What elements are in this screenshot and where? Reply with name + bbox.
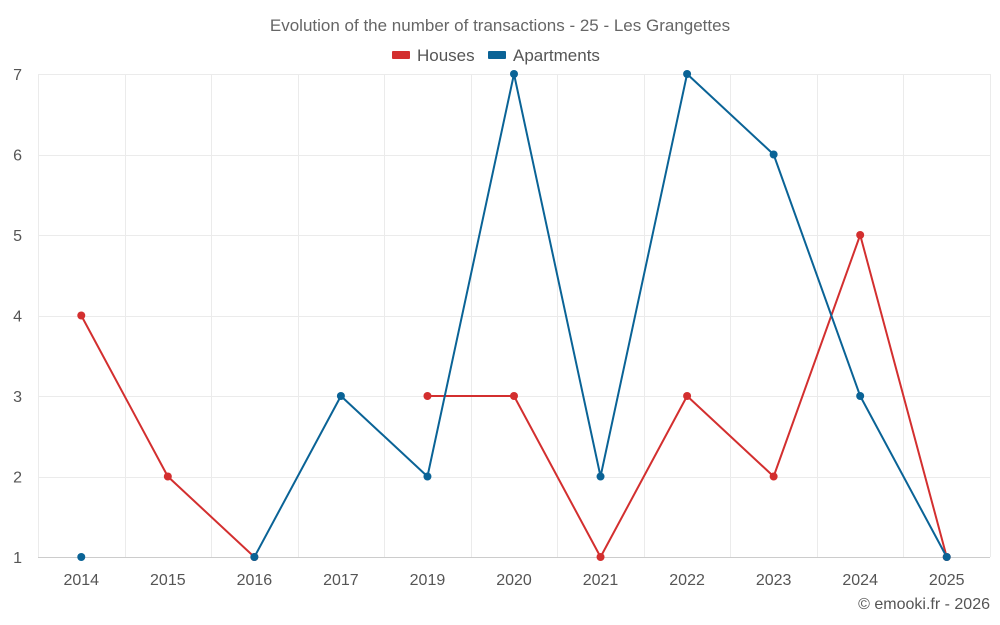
x-tick-label: 2019 [410, 572, 446, 589]
y-tick-label: 7 [13, 67, 22, 84]
x-tick-label: 2020 [496, 572, 532, 589]
data-point-apartments[interactable] [856, 392, 865, 400]
data-point-apartments[interactable] [596, 472, 605, 481]
series-points [77, 70, 951, 561]
y-tick-label: 1 [13, 550, 22, 567]
legend-swatch-houses[interactable] [392, 51, 410, 59]
data-point-apartments[interactable] [769, 150, 778, 159]
y-tick-label: 3 [13, 389, 22, 406]
legend-label-houses[interactable]: Houses [417, 46, 475, 65]
x-tick-label: 2014 [63, 572, 99, 589]
data-point-houses[interactable] [769, 472, 778, 481]
data-point-apartments[interactable] [683, 70, 692, 78]
x-tick-label: 2022 [669, 572, 705, 589]
x-tick-label: 2025 [929, 572, 965, 589]
data-point-houses[interactable] [423, 392, 432, 400]
legend-swatch-apartments[interactable] [488, 51, 506, 59]
data-point-apartments[interactable] [942, 553, 951, 561]
data-point-houses[interactable] [163, 472, 172, 481]
x-tick-label: 2016 [237, 572, 273, 589]
credit-text: © emooki.fr - 2026 [858, 596, 990, 613]
data-point-apartments[interactable] [250, 553, 259, 561]
data-point-apartments[interactable] [336, 392, 345, 400]
y-tick-label: 6 [13, 148, 22, 165]
grid [38, 74, 991, 557]
data-point-houses[interactable] [77, 311, 86, 320]
x-tick-label: 2015 [150, 572, 186, 589]
chart-title: Evolution of the number of transactions … [270, 16, 730, 35]
data-point-houses[interactable] [510, 392, 518, 400]
data-point-houses[interactable] [856, 231, 865, 239]
y-tick-label: 2 [13, 470, 22, 487]
data-point-apartments[interactable] [77, 553, 86, 561]
y-axis-ticks: 1 2 3 4 5 6 7 [13, 67, 22, 567]
data-point-houses[interactable] [683, 392, 692, 400]
legend-label-apartments[interactable]: Apartments [513, 46, 600, 65]
data-point-apartments[interactable] [423, 472, 432, 481]
x-tick-label: 2021 [583, 572, 619, 589]
x-axis-ticks: 2014 2015 2016 2017 2019 2020 2021 2022 2023 2024… [63, 572, 964, 589]
legend: Houses Apartments [392, 46, 600, 65]
x-tick-label: 2017 [323, 572, 359, 589]
series-line-apartments [253, 73, 948, 558]
y-tick-label: 5 [13, 228, 22, 245]
series-line-houses [80, 314, 256, 558]
data-point-apartments[interactable] [510, 70, 518, 78]
x-tick-label: 2023 [756, 572, 792, 589]
y-tick-label: 4 [13, 309, 22, 326]
x-tick-label: 2024 [842, 572, 878, 589]
data-point-houses[interactable] [596, 553, 605, 561]
